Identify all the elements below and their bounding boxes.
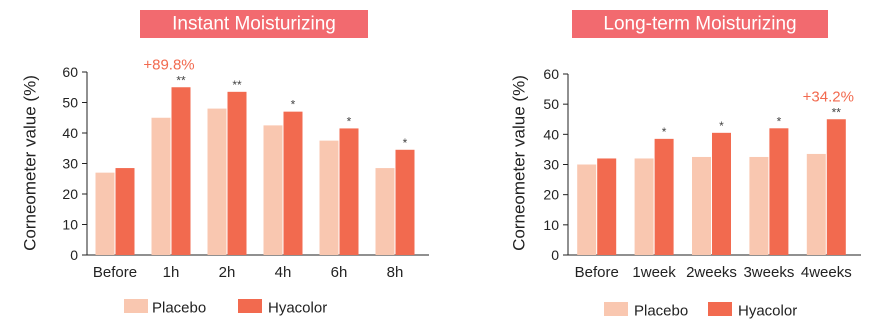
bar-hyacolor-Before xyxy=(115,168,135,255)
chart-1: Instant Moisturizing Corneometer value (%… xyxy=(21,10,429,317)
significance-marker: ** xyxy=(232,78,242,92)
bar-hyacolor-4weeks xyxy=(826,119,846,255)
y-tick-label: 0 xyxy=(551,247,559,263)
chart-2: Long-term Moisturizing Corneometer value … xyxy=(510,10,861,320)
y-tick-label: 0 xyxy=(70,247,78,263)
y-axis-label: Corneometer value (%) xyxy=(510,75,529,251)
chart-title-background xyxy=(140,10,368,38)
y-tick-label: 40 xyxy=(543,126,559,142)
bar-hyacolor-Before xyxy=(597,158,617,255)
bar-hyacolor-6h xyxy=(339,128,359,255)
bar-placebo-1h xyxy=(151,117,171,255)
significance-marker: * xyxy=(719,119,724,133)
chart-title: Instant Moisturizing xyxy=(172,14,336,35)
significance-marker: * xyxy=(662,125,667,139)
x-tick-label: 2h xyxy=(219,264,236,281)
bar-hyacolor-1week xyxy=(654,138,674,255)
legend-label-placebo: Placebo xyxy=(152,300,206,317)
significance-marker: * xyxy=(777,114,782,128)
legend-swatch-hyacolor xyxy=(238,299,262,313)
bar-hyacolor-3weeks xyxy=(769,128,789,255)
legend-label-placebo: Placebo xyxy=(634,303,688,320)
bar-placebo-6h xyxy=(319,140,339,255)
bar-placebo-1week xyxy=(634,158,654,255)
legend: Placebo Hyacolor xyxy=(604,302,797,320)
x-tick-label: 1h xyxy=(163,264,180,281)
legend-label-hyacolor: Hyacolor xyxy=(738,303,797,320)
legend-swatch-placebo xyxy=(124,299,148,313)
bar-hyacolor-4h xyxy=(283,111,303,256)
x-tick-label: 1week xyxy=(632,264,676,281)
y-tick-label: 50 xyxy=(62,95,78,111)
significance-marker: * xyxy=(347,114,352,128)
significance-marker: ** xyxy=(176,73,186,87)
chart-title: Long-term Moisturizing xyxy=(603,14,796,35)
x-tick-label: Before xyxy=(93,264,137,281)
significance-marker: ** xyxy=(832,105,842,119)
x-tick-label: 6h xyxy=(331,264,348,281)
legend-swatch-placebo xyxy=(604,302,628,316)
percent-increase-annotation: +34.2% xyxy=(803,88,854,105)
y-tick-label: 50 xyxy=(543,96,559,112)
y-axis-label: Corneometer value (%) xyxy=(21,75,40,251)
bar-placebo-4h xyxy=(263,125,283,255)
significance-marker: * xyxy=(403,136,408,150)
significance-marker: * xyxy=(291,98,296,112)
y-tick-label: 30 xyxy=(543,157,559,173)
bar-placebo-4weeks xyxy=(806,153,826,255)
bar-placebo-Before xyxy=(95,172,115,255)
legend-swatch-hyacolor xyxy=(708,302,732,316)
percent-increase-annotation: +89.8% xyxy=(143,56,194,73)
bar-placebo-2weeks xyxy=(692,156,711,255)
y-tick-label: 10 xyxy=(62,217,78,233)
x-tick-label: 3weeks xyxy=(743,264,794,281)
bar-hyacolor-8h xyxy=(395,149,415,255)
bar-hyacolor-2weeks xyxy=(712,132,731,255)
y-tick-label: 20 xyxy=(62,186,78,202)
bar-placebo-8h xyxy=(375,168,395,255)
x-tick-label: 2weeks xyxy=(686,264,737,281)
y-tick-label: 60 xyxy=(62,64,78,80)
chart-title-background xyxy=(572,10,828,38)
x-tick-label: 4h xyxy=(275,264,292,281)
x-tick-label: 8h xyxy=(387,264,404,281)
bar-placebo-3weeks xyxy=(749,156,769,255)
bar-placebo-2h xyxy=(207,108,227,255)
bar-hyacolor-2h xyxy=(227,91,247,255)
y-tick-label: 60 xyxy=(543,66,559,82)
bar-hyacolor-1h xyxy=(171,87,191,255)
bar-placebo-Before xyxy=(577,164,597,255)
y-tick-label: 20 xyxy=(543,187,559,203)
y-tick-label: 30 xyxy=(62,156,78,172)
x-tick-label: 4weeks xyxy=(801,264,852,281)
legend-label-hyacolor: Hyacolor xyxy=(268,300,327,317)
y-tick-label: 10 xyxy=(543,217,559,233)
x-tick-label: Before xyxy=(575,264,619,281)
y-tick-label: 40 xyxy=(62,125,78,141)
legend: Placebo Hyacolor xyxy=(124,299,327,317)
